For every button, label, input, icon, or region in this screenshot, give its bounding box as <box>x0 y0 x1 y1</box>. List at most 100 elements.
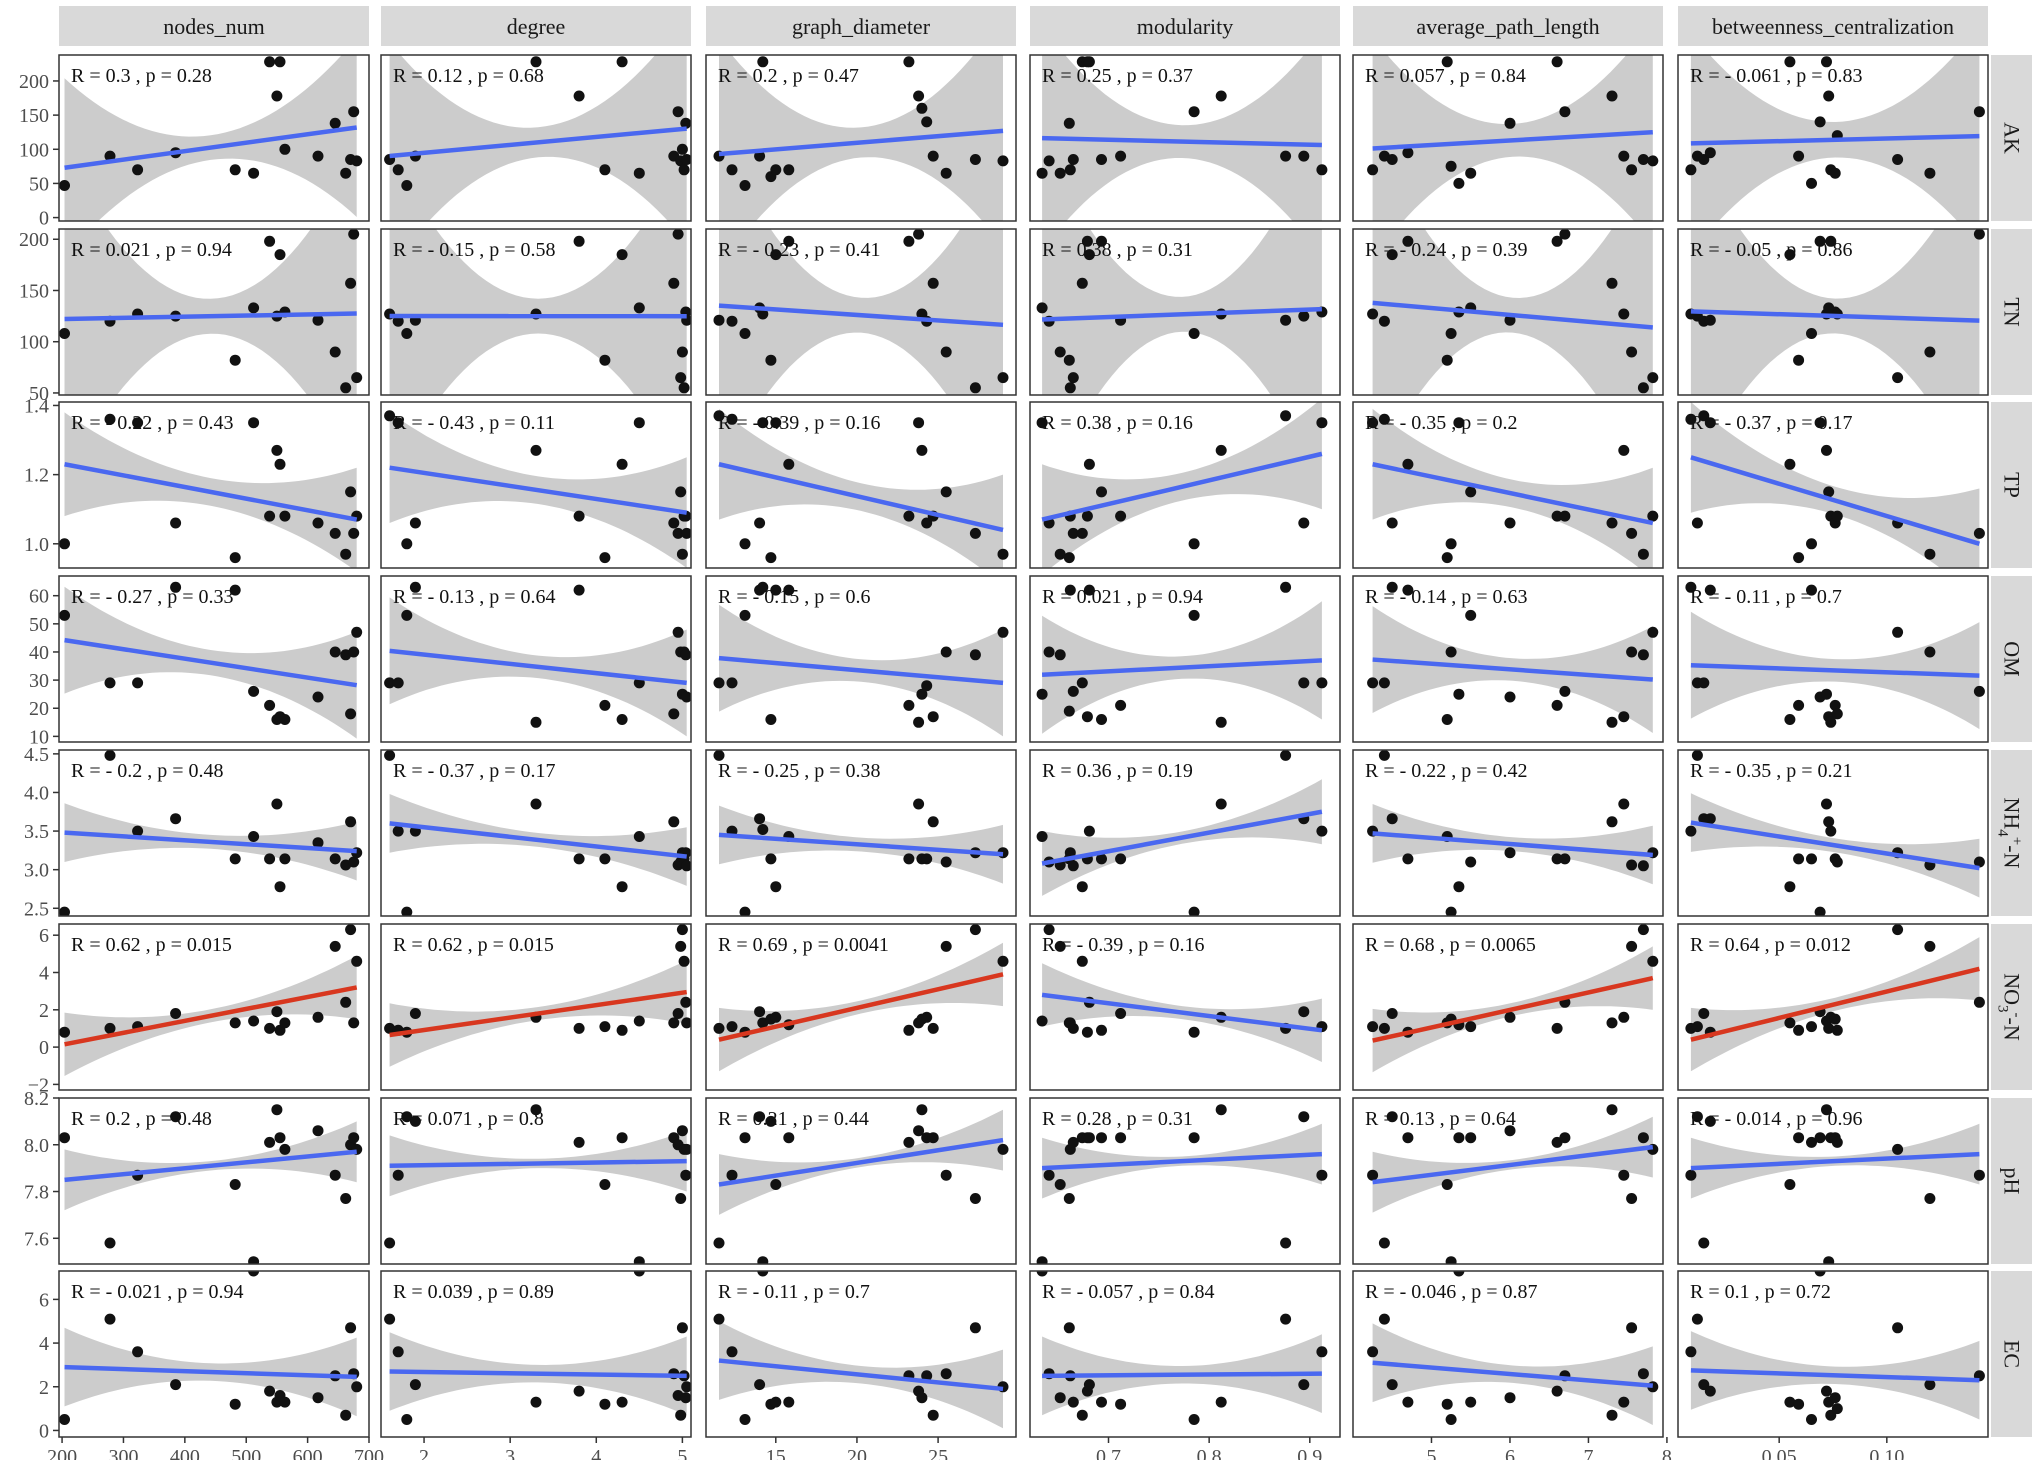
data-point <box>392 1346 404 1358</box>
data-point <box>409 581 421 593</box>
data-point <box>681 691 691 703</box>
data-point <box>1626 527 1638 539</box>
data-point <box>248 1271 260 1277</box>
data-point <box>345 277 357 289</box>
data-point <box>1647 372 1659 384</box>
data-point <box>271 1006 283 1018</box>
data-point <box>271 798 283 810</box>
panel-border <box>58 1097 370 1265</box>
data-point <box>1188 906 1200 916</box>
data-point <box>726 1021 738 1033</box>
data-point <box>345 708 357 720</box>
column-strip-label: average_path_length <box>1416 14 1599 39</box>
panel-TN-betweenness_centralization: R = - 0.05 , p = 0.86 <box>1677 228 1989 396</box>
data-point <box>1606 1104 1618 1116</box>
data-point <box>1784 1396 1796 1408</box>
data-point <box>264 1022 276 1034</box>
data-point <box>271 1104 283 1116</box>
data-point <box>1821 688 1832 700</box>
data-point <box>348 1017 360 1029</box>
panel-TN-modularity: R = 0.38 , p = 0.31 <box>1029 228 1341 396</box>
data-point <box>1402 1132 1414 1144</box>
data-point <box>765 354 777 366</box>
data-point <box>573 1022 585 1034</box>
data-point <box>1814 235 1826 247</box>
confidence-ribbon <box>1042 55 1322 221</box>
data-point <box>765 853 777 865</box>
data-point <box>903 56 915 68</box>
data-point <box>903 1024 915 1036</box>
data-point <box>940 940 952 952</box>
data-point <box>1445 160 1457 172</box>
correlation-label: R = - 0.014 , p = 0.96 <box>1690 1108 1863 1130</box>
data-point <box>1096 235 1107 247</box>
data-point <box>1081 1026 1093 1038</box>
data-point <box>274 249 286 261</box>
data-point <box>1115 699 1127 711</box>
y-tick-label: 3.0 <box>24 860 49 882</box>
data-point <box>312 150 324 162</box>
data-point <box>678 382 690 394</box>
data-point <box>1647 510 1659 522</box>
data-point <box>754 150 766 162</box>
correlation-label: R = - 0.43 , p = 0.11 <box>393 412 555 434</box>
data-point <box>633 1271 645 1277</box>
y-tick-label: 4.5 <box>24 744 49 766</box>
data-point <box>1064 584 1076 596</box>
column-strip-label: betweenness_centralization <box>1712 14 1954 39</box>
data-point <box>1504 314 1516 326</box>
data-point <box>1445 1414 1457 1425</box>
column-strip-degree <box>381 6 691 46</box>
regression-line <box>64 125 358 170</box>
correlation-label: R = 0.62 , p = 0.015 <box>71 934 232 956</box>
data-point <box>726 1169 738 1181</box>
data-point <box>927 150 939 162</box>
data-point <box>921 1370 933 1382</box>
data-point <box>1829 699 1841 711</box>
data-point <box>1036 688 1048 700</box>
data-point <box>104 1313 116 1325</box>
x-tick-label: 0.9 <box>1297 1446 1322 1460</box>
correlation-label: R = 0.21 , p = 0.44 <box>718 1108 869 1130</box>
panel-border <box>380 749 692 917</box>
data-point <box>757 1271 769 1277</box>
data-point <box>340 167 352 179</box>
correlation-label: R = 0.039 , p = 0.89 <box>393 1281 554 1303</box>
data-point <box>668 517 680 529</box>
panel-AK-betweenness_centralization: R = - 0.061 , p = 0.83 <box>1677 54 1989 222</box>
data-point <box>633 167 645 179</box>
data-point <box>351 372 363 384</box>
panel-TN-graph_diameter: R = - 0.23 , p = 0.41 <box>705 228 1017 396</box>
panel-border <box>1352 749 1664 917</box>
data-point <box>1067 372 1079 384</box>
panel-NH4+-N-average_path_length: R = - 0.22 , p = 0.42 <box>1352 749 1664 917</box>
panel-AK-nodes_num: R = 0.3 , p = 0.28 <box>58 54 370 222</box>
data-point <box>1115 1008 1127 1019</box>
panel-NH4+-N-graph_diameter: R = - 0.25 , p = 0.38 <box>705 749 1017 917</box>
data-point <box>969 924 981 936</box>
data-point <box>1551 699 1563 711</box>
x-tick-label: 5 <box>677 1446 687 1460</box>
data-point <box>1806 853 1817 865</box>
data-point <box>681 860 691 872</box>
data-point <box>770 249 782 261</box>
row-label-main: NH <box>2000 798 2025 830</box>
data-point <box>927 1132 939 1144</box>
data-point <box>530 716 542 728</box>
data-point <box>1698 677 1710 689</box>
panel-NO3--N-nodes_num: R = 0.62 , p = 0.015 <box>58 923 370 1091</box>
data-point <box>672 229 684 240</box>
regression-line <box>64 311 357 322</box>
data-point <box>969 649 981 661</box>
y-tick-label: 6 <box>39 1289 49 1311</box>
data-point <box>1465 856 1477 868</box>
data-point <box>1647 155 1659 167</box>
data-point <box>264 235 276 247</box>
data-point <box>1691 517 1703 529</box>
data-point <box>1637 1368 1649 1380</box>
correlation-label: R = - 0.14 , p = 0.63 <box>1365 586 1528 608</box>
panel-border <box>1029 54 1341 222</box>
data-point <box>1691 1021 1703 1033</box>
data-point <box>1465 1021 1477 1033</box>
data-point <box>1067 860 1079 872</box>
